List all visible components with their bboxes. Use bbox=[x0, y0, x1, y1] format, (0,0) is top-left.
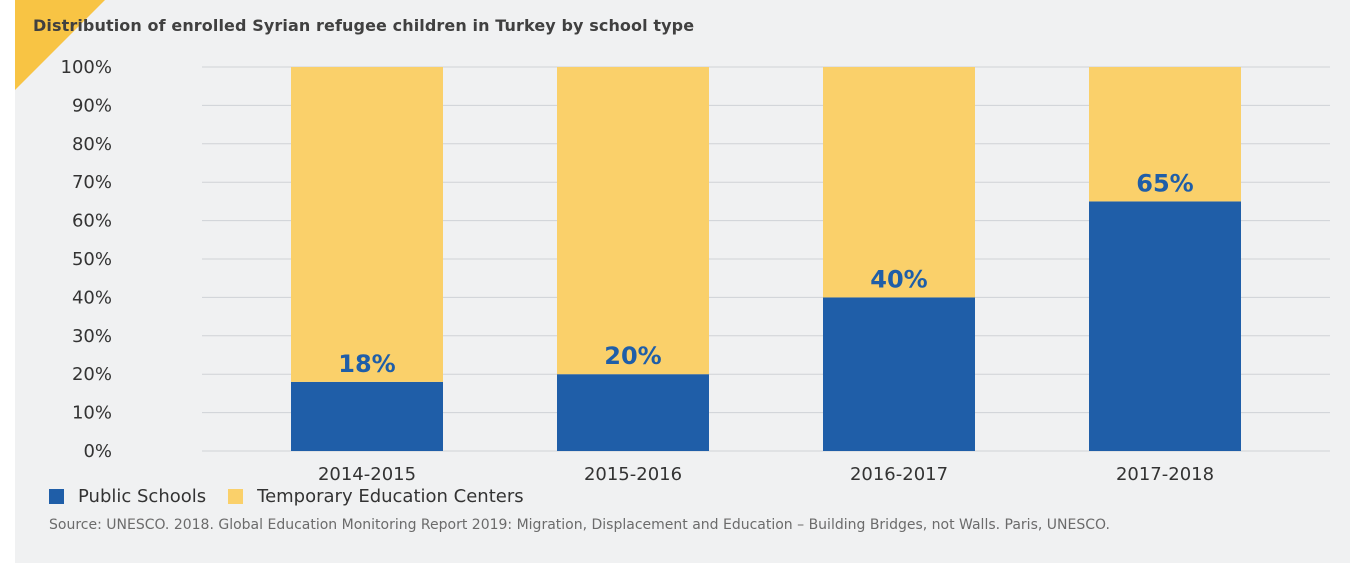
bar-public-schools-2015-2016 bbox=[557, 374, 709, 451]
x-tick-label: 2015-2016 bbox=[584, 464, 682, 485]
legend: Public Schools Temporary Education Cente… bbox=[49, 486, 546, 507]
legend-item-temporary-education-centers: Temporary Education Centers bbox=[228, 486, 524, 507]
bars bbox=[291, 67, 1241, 451]
y-tick-label: 90% bbox=[72, 95, 112, 116]
data-labels: 18% 20% 40% 65% bbox=[338, 169, 1193, 377]
bar-public-schools-2014-2015 bbox=[291, 381, 443, 451]
legend-item-public-schools: Public Schools bbox=[49, 486, 206, 507]
x-axis-ticks: 2014-2015 2015-2016 2016-2017 2017-2018 bbox=[318, 464, 1214, 485]
bar-temporary-education-centers-2015-2016 bbox=[557, 67, 709, 375]
chart-svg: 0% 10% 20% 30% 40% 50% 60% 70% 80% 90% 100% 18% 20%… bbox=[61, 57, 1330, 485]
chart-panel: Distribution of enrolled Syrian refugee … bbox=[15, 0, 1350, 563]
legend-swatch-public-schools bbox=[49, 489, 64, 504]
data-label-2015-2016: 20% bbox=[604, 342, 661, 370]
bar-temporary-education-centers-2017-2018 bbox=[1089, 67, 1241, 202]
bar-temporary-education-centers-2014-2015 bbox=[291, 67, 443, 382]
x-tick-label: 2016-2017 bbox=[850, 464, 948, 485]
y-tick-label: 20% bbox=[72, 364, 112, 385]
data-label-2014-2015: 18% bbox=[338, 350, 395, 378]
y-tick-label: 100% bbox=[61, 57, 112, 78]
y-tick-label: 0% bbox=[83, 441, 112, 462]
x-tick-label: 2017-2018 bbox=[1116, 464, 1214, 485]
y-tick-label: 30% bbox=[72, 326, 112, 347]
x-tick-label: 2014-2015 bbox=[318, 464, 416, 485]
y-tick-label: 10% bbox=[72, 403, 112, 424]
bar-public-schools-2017-2018 bbox=[1089, 201, 1241, 451]
data-label-2017-2018: 65% bbox=[1136, 169, 1193, 197]
y-axis-ticks: 0% 10% 20% 30% 40% 50% 60% 70% 80% 90% 100% bbox=[61, 57, 112, 462]
y-tick-label: 60% bbox=[72, 211, 112, 232]
y-tick-label: 80% bbox=[72, 134, 112, 155]
y-tick-label: 70% bbox=[72, 172, 112, 193]
bar-temporary-education-centers-2016-2017 bbox=[823, 67, 975, 298]
source-note: Source: UNESCO. 2018. Global Education M… bbox=[49, 517, 1110, 533]
chart-title: Distribution of enrolled Syrian refugee … bbox=[33, 16, 695, 35]
legend-label-temporary-education-centers: Temporary Education Centers bbox=[257, 486, 524, 507]
legend-label-public-schools: Public Schools bbox=[78, 486, 207, 507]
y-tick-label: 50% bbox=[72, 249, 112, 270]
bar-public-schools-2016-2017 bbox=[823, 297, 975, 451]
data-label-2016-2017: 40% bbox=[870, 265, 927, 293]
legend-swatch-temporary-education-centers bbox=[228, 489, 244, 504]
y-tick-label: 40% bbox=[72, 287, 112, 308]
